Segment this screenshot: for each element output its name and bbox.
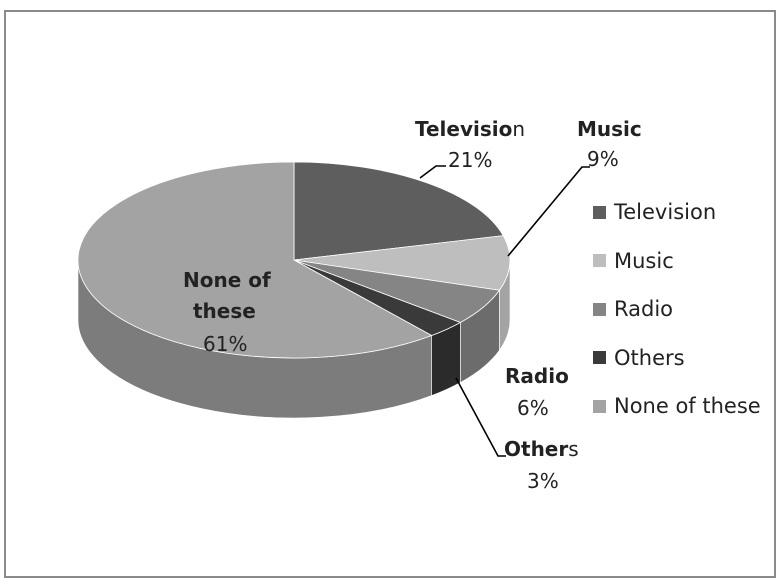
legend-label: Radio <box>614 297 674 322</box>
data-label-radio-value: 6% <box>517 396 549 420</box>
legend-item-none-of-these: None of these <box>593 382 761 431</box>
data-label-others-value: 3% <box>527 469 559 493</box>
pie-slice-television <box>293 161 504 261</box>
legend-label: Television <box>614 200 717 225</box>
data-label-television: Television <box>415 117 526 141</box>
data-label-music-value: 9% <box>587 147 619 171</box>
data-label-none-value: 61% <box>203 332 248 356</box>
leader-line-music <box>507 166 590 257</box>
legend-item-music: Music <box>593 237 761 286</box>
data-label-others: Others <box>504 437 579 461</box>
pie-top <box>77 161 511 359</box>
leader-line-television <box>419 165 446 179</box>
pie-slice-music <box>293 235 511 291</box>
legend-swatch <box>593 399 606 413</box>
data-label-radio: Radio <box>505 364 569 388</box>
data-label-none: None of <box>183 268 271 292</box>
legend-swatch <box>593 254 606 268</box>
legend-label: None of these <box>614 394 761 419</box>
legend-item-radio: Radio <box>593 285 761 334</box>
data-label-music: Music <box>577 117 642 141</box>
legend-item-television: Television <box>593 188 761 237</box>
leader-line-others <box>455 377 506 457</box>
legend: Television Music Radio Others None of th… <box>593 188 761 431</box>
legend-swatch <box>593 302 606 316</box>
data-label-television-value: 21% <box>448 148 493 172</box>
pie-slice-none-of-these <box>77 161 433 359</box>
data-label-none-line2: these <box>193 299 256 323</box>
legend-item-others: Others <box>593 334 761 383</box>
legend-label: Music <box>614 248 674 273</box>
legend-swatch <box>593 205 606 219</box>
legend-label: Others <box>614 345 685 370</box>
legend-swatch <box>593 351 606 365</box>
